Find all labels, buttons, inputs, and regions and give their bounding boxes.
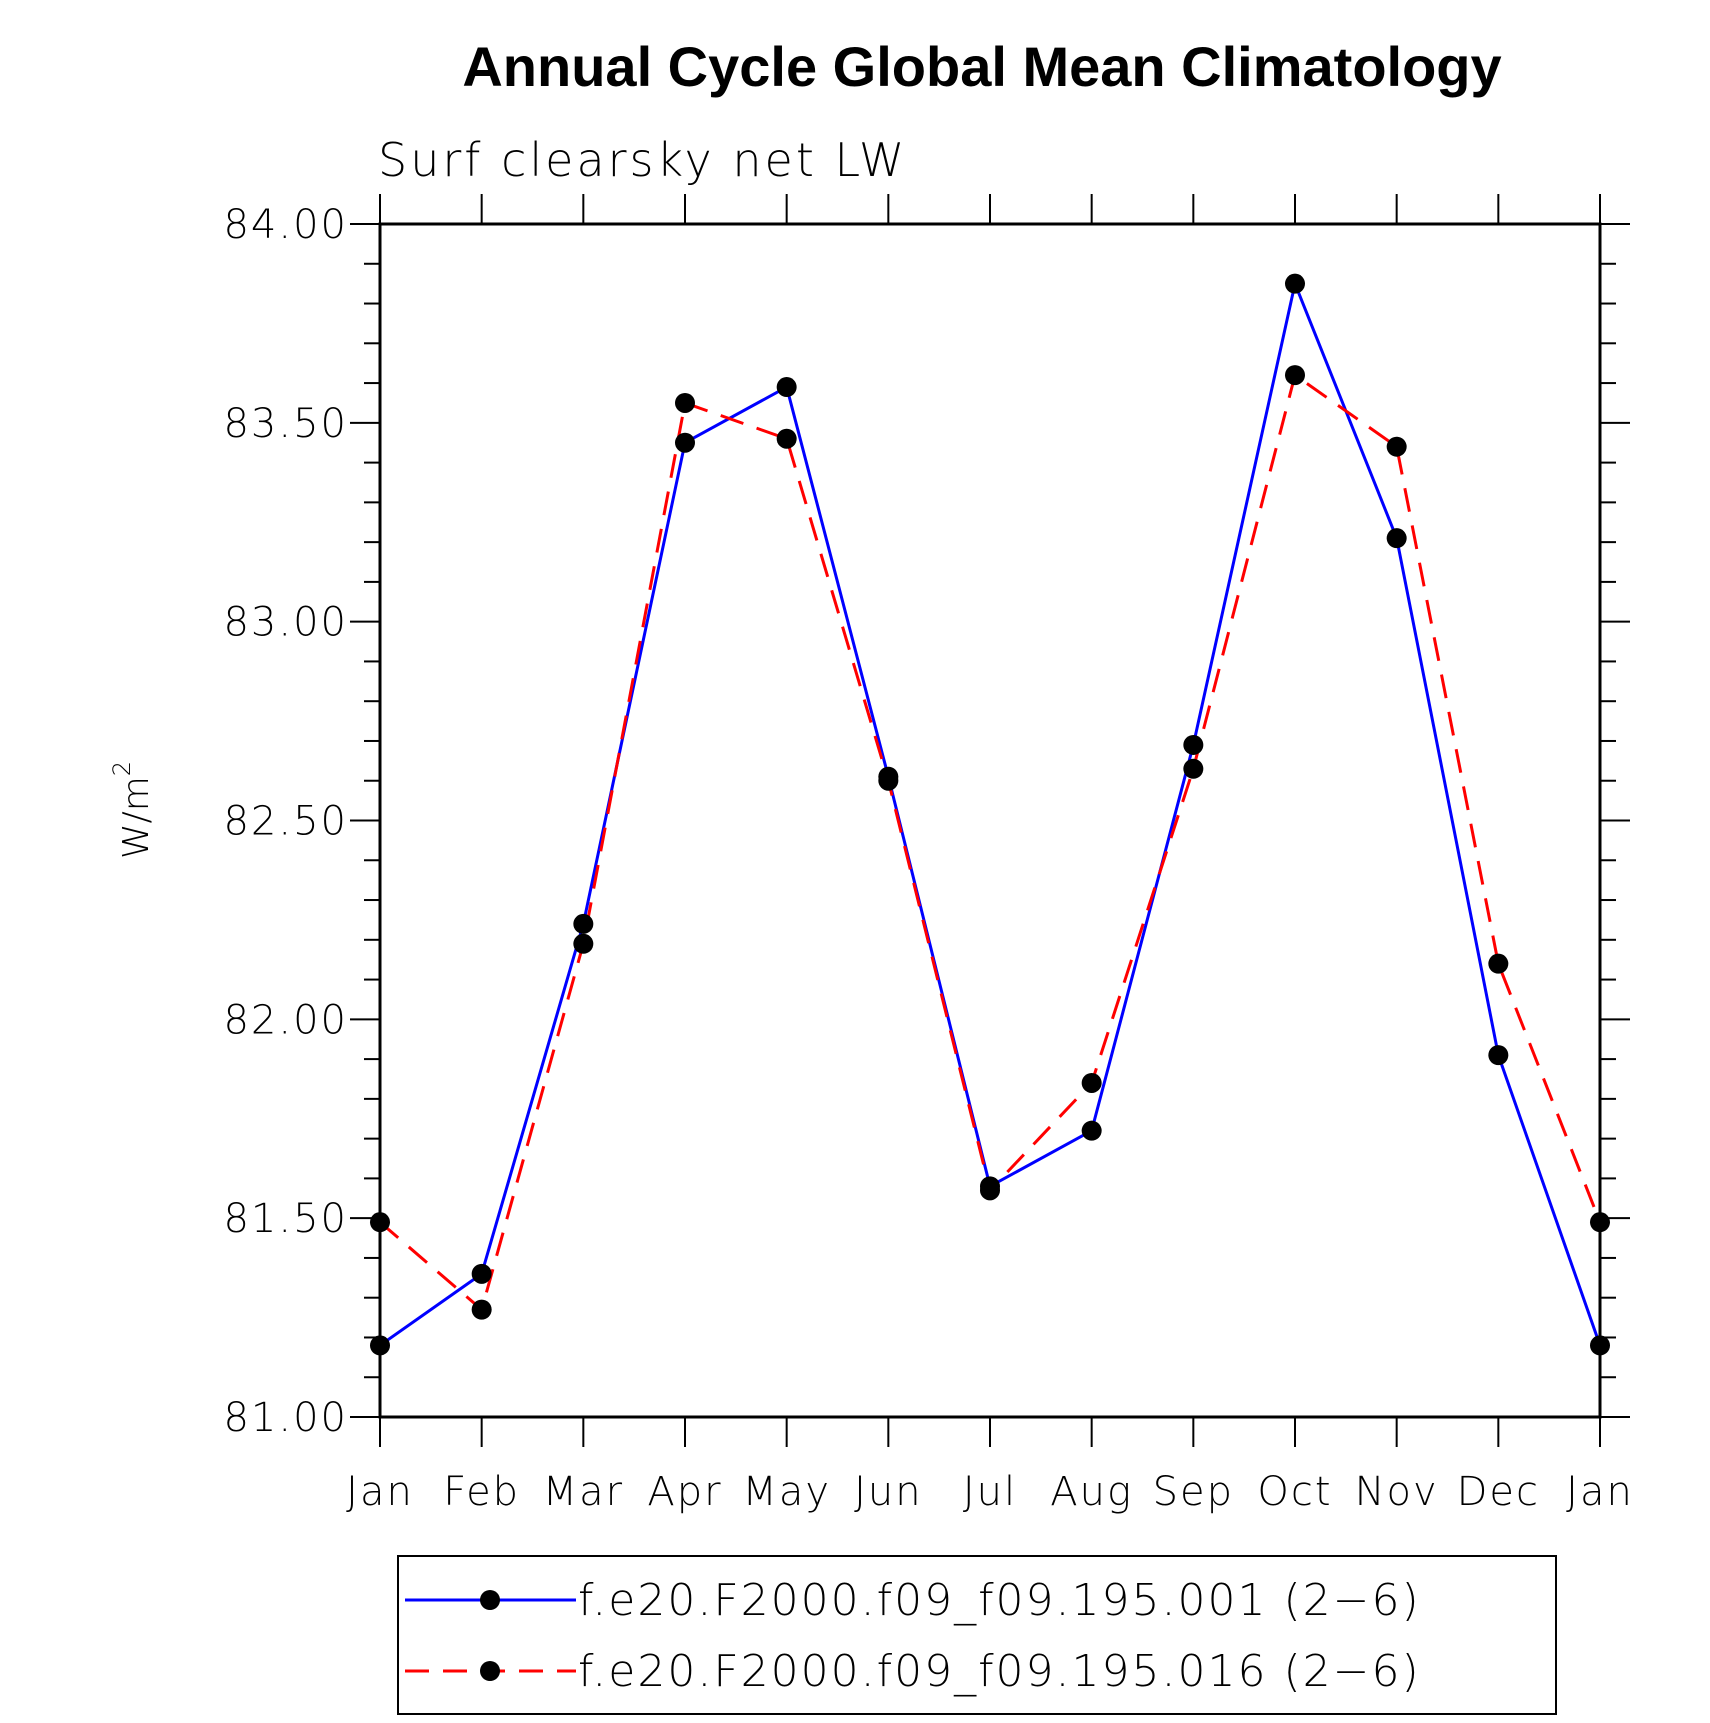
series-1-point xyxy=(1183,734,1204,755)
series-2-point xyxy=(980,1180,1000,1201)
series-2-point xyxy=(1590,1212,1610,1233)
series-2-point xyxy=(1183,758,1204,779)
plot-frame xyxy=(378,222,1602,1419)
x-tick-label: Jun xyxy=(854,1469,923,1515)
series-2-point xyxy=(1285,365,1305,386)
y-tick-label: 83.00 xyxy=(223,600,348,646)
series-2-point xyxy=(1081,1072,1102,1093)
series-1-point xyxy=(675,432,695,453)
x-tick-label: Jan xyxy=(346,1469,414,1515)
x-tick-label: Jan xyxy=(1566,1469,1634,1515)
y-tick-label: 83.50 xyxy=(223,401,348,447)
plot-area: 81.00 81.50 82.00 82.50 83.00 83.50 84.00 Jan Fe… xyxy=(223,194,1634,1515)
x-tick-label: Dec xyxy=(1457,1469,1540,1515)
x-tick-label: Jul xyxy=(963,1469,1017,1515)
series-2-point xyxy=(1488,953,1509,974)
series-1-point xyxy=(1488,1045,1509,1066)
legend-item-1: f.e20.F2000.f09_f09.195.001 (2−6) xyxy=(405,1575,1421,1626)
chart-subtitle: Surf clearsky net LW xyxy=(378,133,907,187)
x-tick-label: May xyxy=(742,1469,831,1515)
series-2-point xyxy=(1386,436,1407,457)
legend-label-1: f.e20.F2000.f09_f09.195.001 (2−6) xyxy=(578,1575,1421,1626)
y-tick-label: 84.00 xyxy=(223,202,348,248)
series-1-point xyxy=(1081,1120,1102,1141)
chart-title: Annual Cycle Global Mean Climatology xyxy=(462,35,1501,98)
y-axis-title-base: W/m xyxy=(116,776,157,859)
series-2-point xyxy=(370,1212,390,1233)
y-tick-label: 82.00 xyxy=(223,997,348,1043)
series-1-point xyxy=(471,1263,492,1284)
y-axis-title: W/m2 xyxy=(108,761,157,859)
series-2-point xyxy=(573,933,594,954)
x-tick-label: Feb xyxy=(443,1469,520,1515)
series-2-point xyxy=(776,428,797,449)
series-1-point xyxy=(573,913,594,934)
x-tick-label: Sep xyxy=(1153,1469,1234,1515)
x-tick-label: Mar xyxy=(543,1469,624,1515)
series-2-point xyxy=(878,770,899,791)
y-tick-label: 82.50 xyxy=(223,799,348,845)
y-axis-title-exponent: 2 xyxy=(108,761,136,776)
legend-swatch-marker-1 xyxy=(480,1590,500,1610)
series-1-point xyxy=(370,1335,390,1356)
x-tick-label: Apr xyxy=(647,1469,722,1515)
series-1-point xyxy=(1285,273,1305,294)
y-tick-label: 81.50 xyxy=(223,1196,348,1242)
legend-label-2: f.e20.F2000.f09_f09.195.016 (2−6) xyxy=(578,1646,1421,1697)
x-tick-label: Aug xyxy=(1050,1469,1133,1515)
y-tick-label: 81.00 xyxy=(223,1395,348,1441)
x-tick-label: Oct xyxy=(1257,1469,1332,1515)
legend-box xyxy=(397,1555,1557,1715)
series-1-point xyxy=(1386,528,1407,549)
legend-swatch-marker-2 xyxy=(480,1661,500,1681)
series-2-point xyxy=(471,1299,492,1320)
x-tick-label: Nov xyxy=(1355,1469,1439,1515)
legend-item-2: f.e20.F2000.f09_f09.195.016 (2−6) xyxy=(405,1646,1421,1697)
series-2-point xyxy=(675,392,695,413)
series-1-point xyxy=(776,377,797,398)
series-1-point xyxy=(1590,1335,1610,1356)
series-line-2 xyxy=(379,373,1602,1312)
